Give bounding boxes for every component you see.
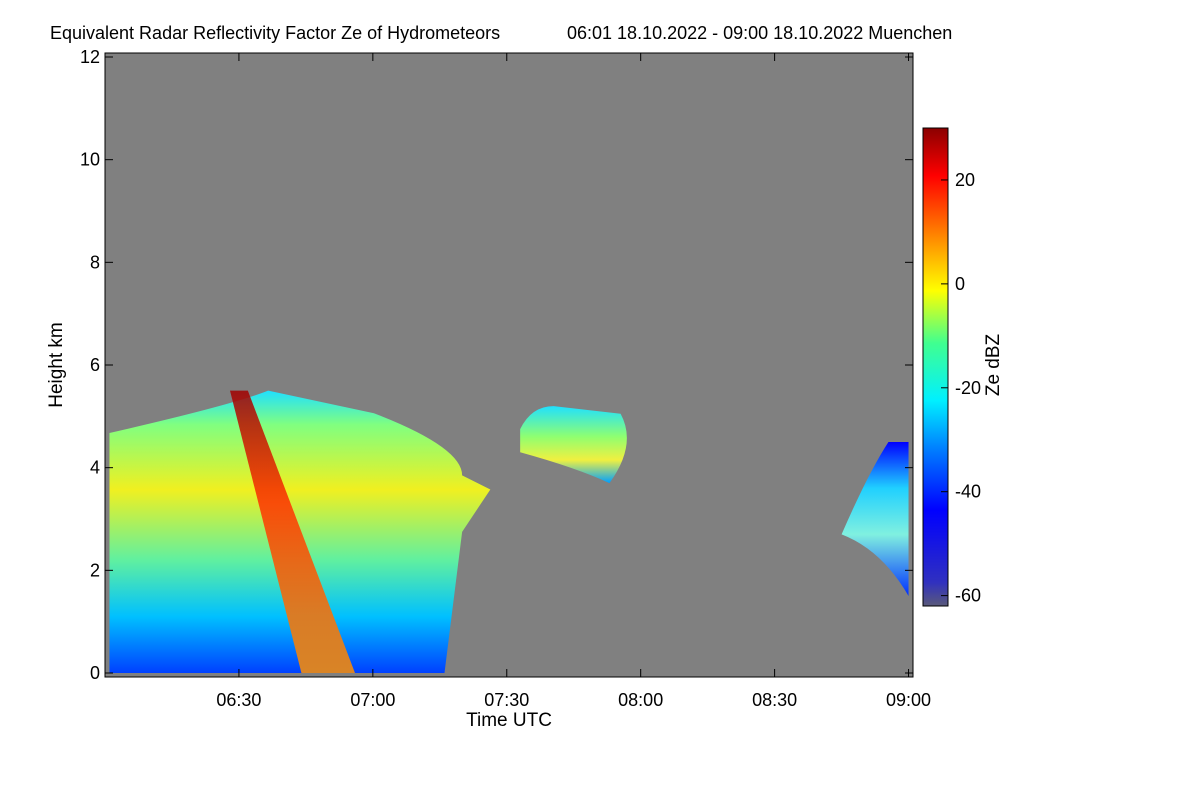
x-axis-label: Time UTC xyxy=(466,710,552,731)
y-tick-label-5: 10 xyxy=(80,150,100,170)
y-tick-label-1: 2 xyxy=(90,560,100,580)
cb-tick-label-1: 0 xyxy=(955,274,965,294)
cb-tick-label-0: 20 xyxy=(955,170,975,190)
x-axis: 06:30 07:00 07:30 08:00 08:30 09:00 xyxy=(216,53,931,710)
x-tick-label-4: 08:30 xyxy=(752,690,797,710)
cb-tick-label-3: -40 xyxy=(955,482,981,502)
x-tick-label-0: 06:30 xyxy=(216,690,261,710)
y-axis: 0 2 4 6 8 10 12 xyxy=(80,47,913,683)
x-tick-label-2: 07:30 xyxy=(484,690,529,710)
colorbar-label: Ze dBZ xyxy=(983,333,1004,396)
cloud-region-2 xyxy=(520,406,627,484)
x-tick-label-5: 09:00 xyxy=(886,690,931,710)
y-tick-label-2: 4 xyxy=(90,458,100,478)
colorbar-ticks: 20 0 -20 -40 -60 xyxy=(941,170,981,606)
cloud-region-3 xyxy=(841,442,909,596)
y-axis-label: Height km xyxy=(46,322,67,408)
y-tick-label-6: 12 xyxy=(80,47,100,67)
chart-subtitle: 06:01 18.10.2022 - 09:00 18.10.2022 Muen… xyxy=(567,23,952,43)
x-tick-label-3: 08:00 xyxy=(618,690,663,710)
y-tick-label-3: 6 xyxy=(90,355,100,375)
colorbar xyxy=(922,127,949,607)
cloud-layer xyxy=(109,390,909,673)
cb-tick-label-4: -60 xyxy=(955,586,981,606)
chart-title: Equivalent Radar Reflectivity Factor Ze … xyxy=(50,23,500,43)
y-tick-label-0: 0 xyxy=(90,663,100,683)
x-tick-label-1: 07:00 xyxy=(350,690,395,710)
cloud-region-1 xyxy=(229,390,355,673)
y-tick-label-4: 8 xyxy=(90,252,100,272)
cb-tick-label-2: -20 xyxy=(955,378,981,398)
